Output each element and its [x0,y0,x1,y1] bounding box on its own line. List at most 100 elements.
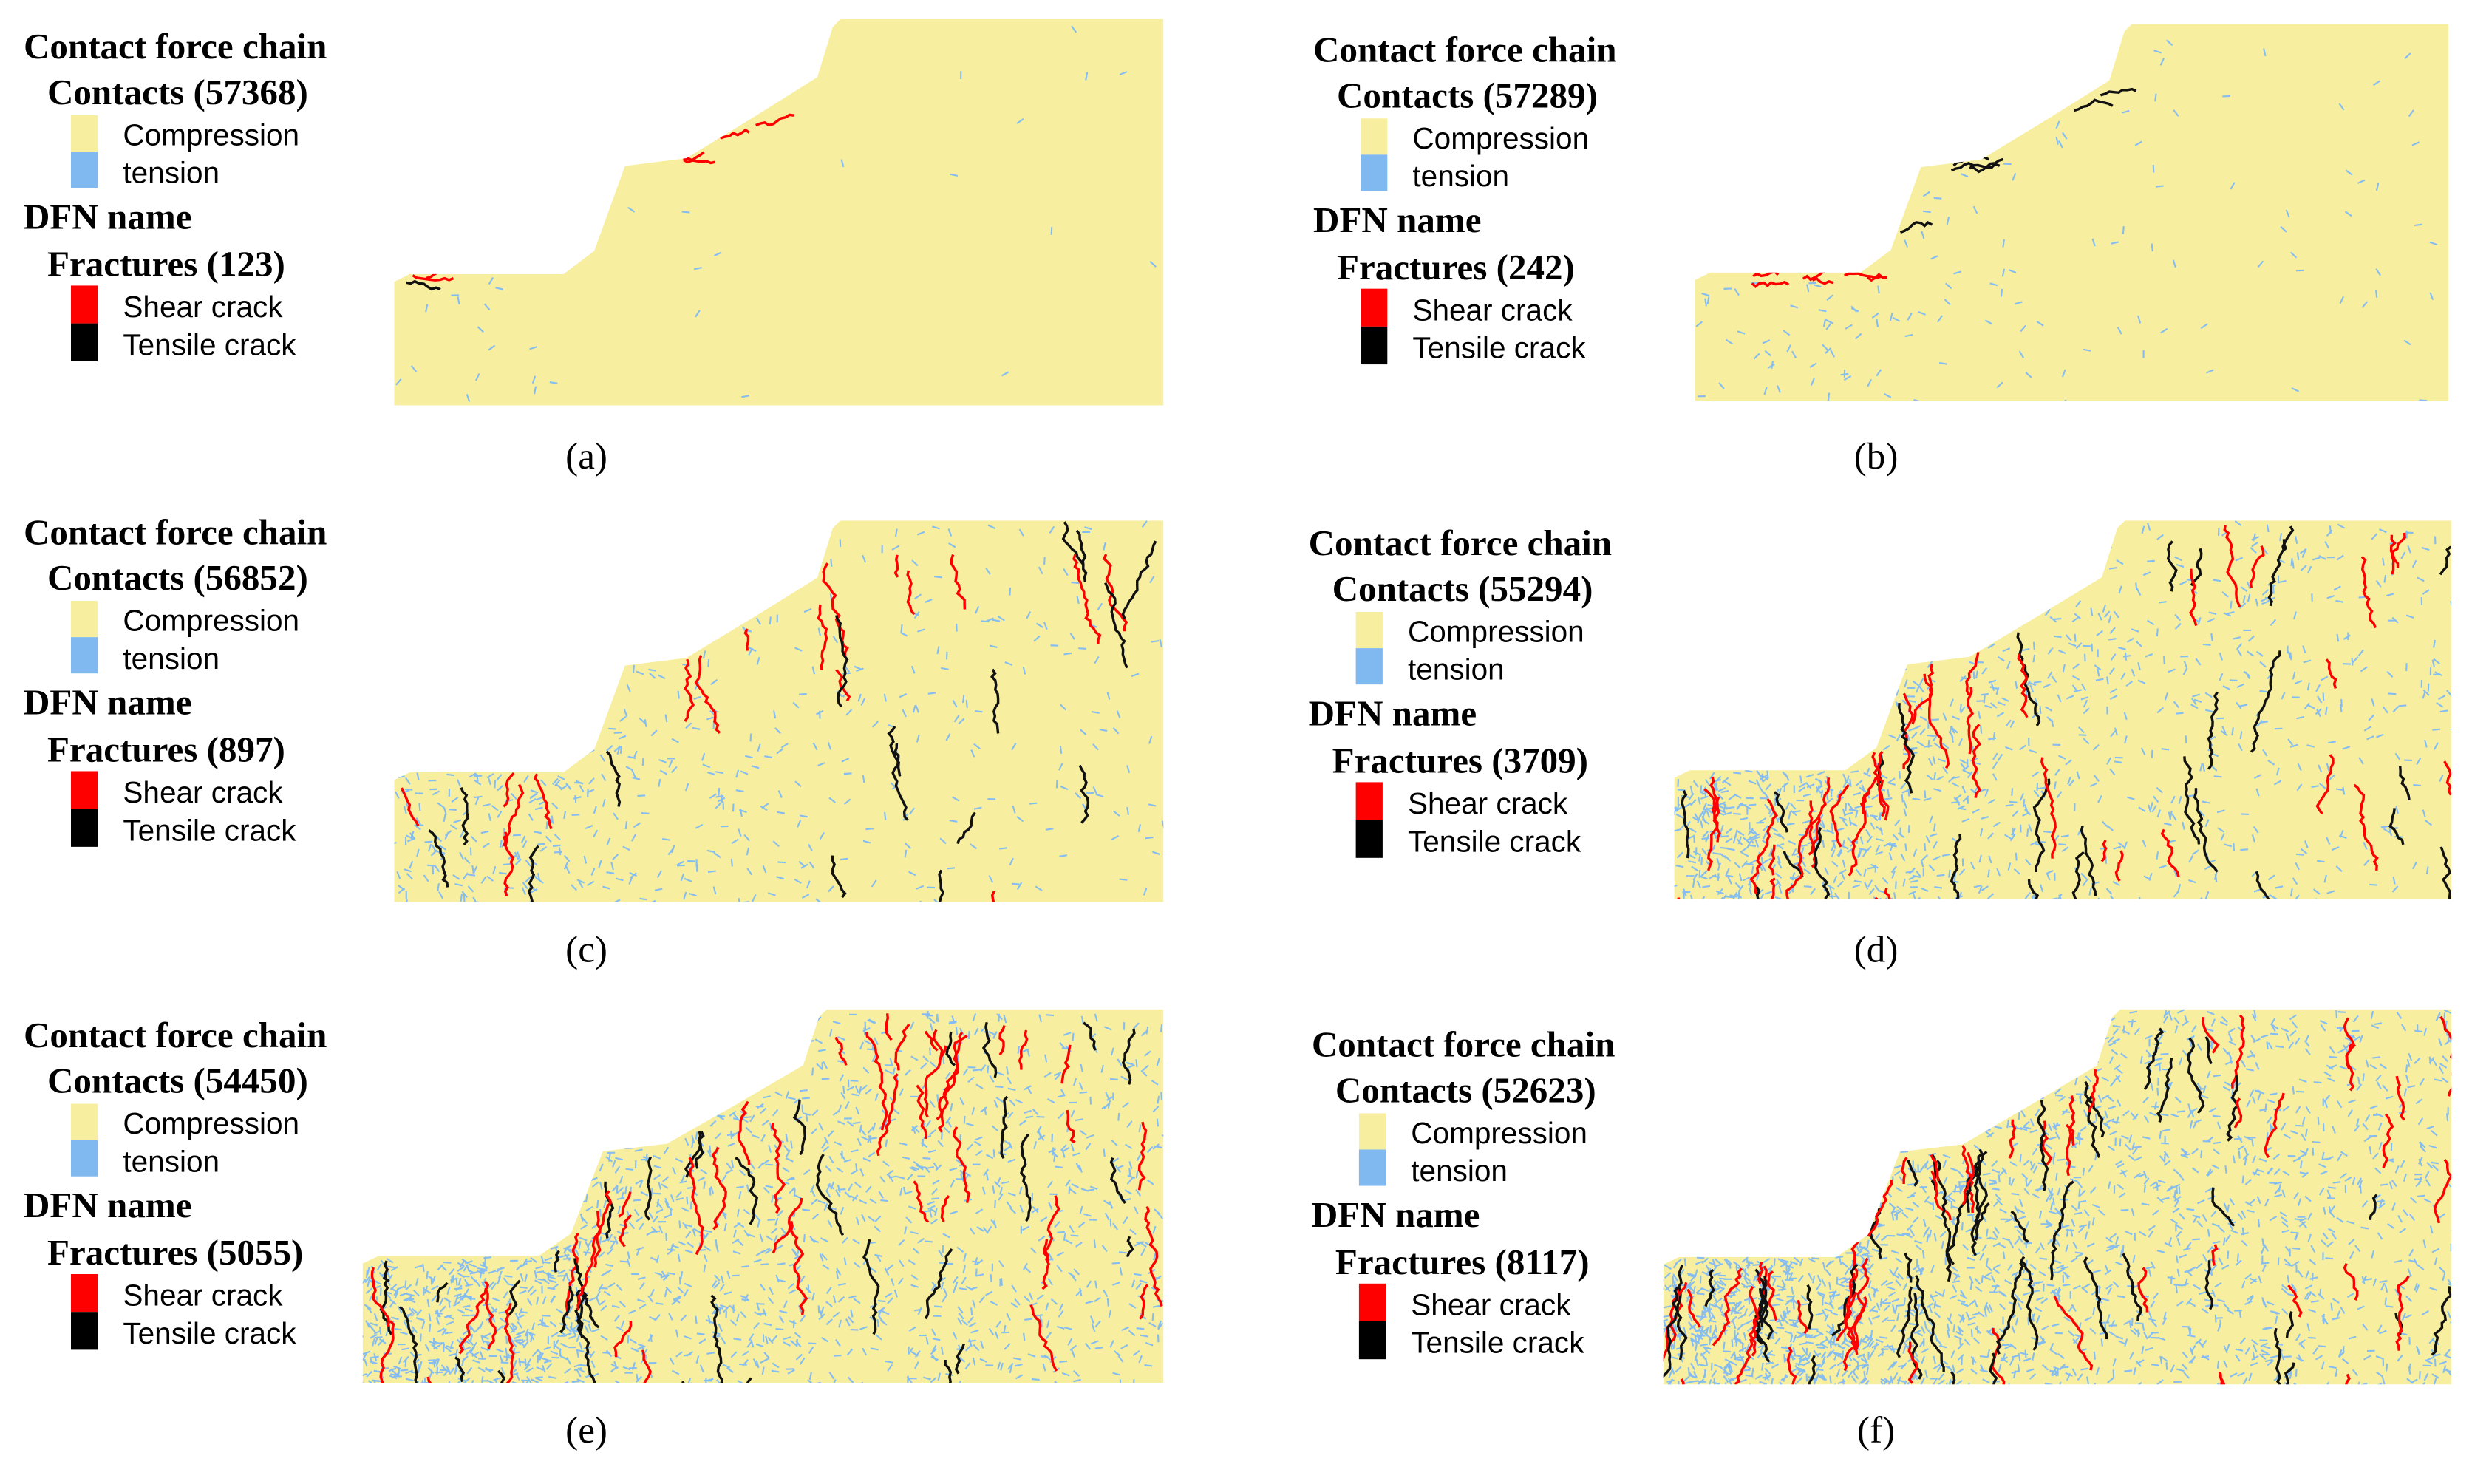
tension-contact [2106,1377,2114,1384]
tension-contact [908,1346,910,1355]
tension-contact [1070,1143,1075,1152]
tension-contact [943,1287,948,1296]
tension-contact [1867,879,1873,888]
tension-contact [2289,1014,2297,1021]
tension-contact [428,1276,436,1282]
tension-contact [2109,627,2116,634]
tension-contact [1737,830,1745,837]
tension-contact [825,1301,833,1307]
tension-contact [1782,1317,1789,1324]
tension-contact [599,1299,606,1306]
tension-contact [2363,842,2368,850]
tension-contact [576,1378,585,1383]
tension-contact [923,1165,930,1174]
tension-contact [1761,1362,1764,1371]
tension-contact [641,758,644,766]
shear-crack [940,1195,950,1222]
tension-contact [811,1213,820,1220]
slope-model [394,520,1164,902]
tension-contact [2349,1250,2354,1259]
tension-contact [2223,1345,2228,1354]
tension-contact [587,1239,593,1248]
tension-contact [1815,786,1822,794]
tension-contact [2210,764,2218,772]
tension-contact [365,1287,373,1295]
tension-contact [2024,858,2032,866]
tension-contact [415,1309,423,1316]
tension-contact [863,1027,866,1036]
tension-contact [944,1117,951,1124]
tension-contact [930,1348,937,1355]
tension-contact [718,1306,721,1315]
tension-contact [1143,887,1148,896]
tension-contact [427,1366,435,1375]
tension-contact [787,1369,795,1375]
tension-contact [653,1154,661,1160]
tension-contact [2119,1169,2128,1175]
tension-contact [2295,1368,2298,1377]
tension-contact [390,1287,398,1293]
tension-contact [1890,1250,1899,1254]
tension-contact [860,1129,867,1137]
tension-contact [610,1242,616,1250]
tension-contact [2094,664,2102,671]
tension-contact [443,1344,445,1352]
tension-contact [684,877,692,882]
tension-contact [973,1027,979,1036]
swatch-compression [70,1103,98,1140]
tension-contact [395,378,402,386]
tension-contact [1055,1165,1063,1168]
tension-contact [1943,1176,1948,1185]
tension-contact [2032,771,2040,777]
tension-contact [2411,559,2417,568]
tension-contact [930,1376,937,1383]
tension-contact [2080,1367,2089,1371]
tension-contact [2114,1236,2119,1245]
tension-contact [401,1347,410,1351]
tension-contact [834,1189,841,1197]
tension-contact [612,1159,616,1168]
tension-contact [2262,1327,2271,1330]
tension-contact [2051,1323,2060,1327]
tension-contact [2419,399,2428,401]
tension-contact [1152,1252,1157,1261]
tension-contact [1746,836,1754,842]
tension-contact [2055,1094,2063,1097]
tension-contact [862,1347,867,1356]
tension-contact [1078,1082,1083,1090]
tension-contact [630,834,637,842]
tension-contact [628,1222,636,1230]
tension-contact [2275,767,2280,776]
tension-contact [995,1320,1002,1328]
tension-contact [1099,728,1108,732]
tension-contact [1692,1286,1696,1294]
tension-contact [2143,875,2151,881]
tension-contact [1027,1353,1036,1358]
tension-contact [2325,1257,2334,1260]
tension-contact [2032,641,2035,650]
tension-contact [1089,1096,1092,1105]
tension-contact [833,1354,842,1357]
tension-contact [2352,656,2359,664]
tension-contact [2168,1012,2173,1021]
tension-contact [1764,891,1773,895]
tension-contact [605,1156,613,1163]
tension-contact [1902,1346,1907,1354]
tension-contact [2021,647,2030,652]
tension-contact [1010,1302,1018,1308]
tension-contact [1161,1134,1164,1140]
tension-contact [2298,1342,2306,1349]
tension-contact [1842,773,1848,782]
tension-contact [525,1328,529,1337]
tension-contact [1711,1369,1717,1378]
tension-contact [2417,576,2425,582]
tension-contact [1036,1294,1044,1301]
tension-contact [659,769,668,775]
tension-contact [756,1302,760,1311]
tension-contact [913,611,920,619]
tension-contact [448,1381,451,1383]
tension-contact [715,802,722,809]
tension-contact [387,1265,395,1269]
tension-contact [491,1297,500,1302]
tension-contact [1145,1341,1154,1347]
